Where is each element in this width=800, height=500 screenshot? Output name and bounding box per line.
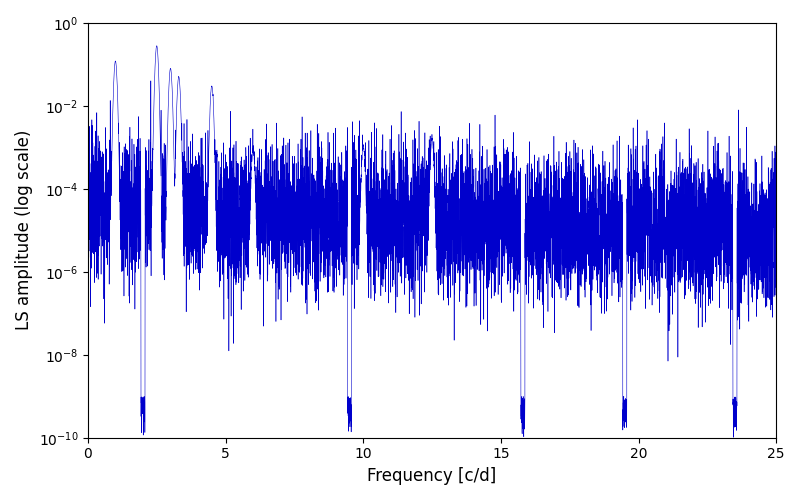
Y-axis label: LS amplitude (log scale): LS amplitude (log scale) xyxy=(15,130,33,330)
X-axis label: Frequency [c/d]: Frequency [c/d] xyxy=(367,467,497,485)
